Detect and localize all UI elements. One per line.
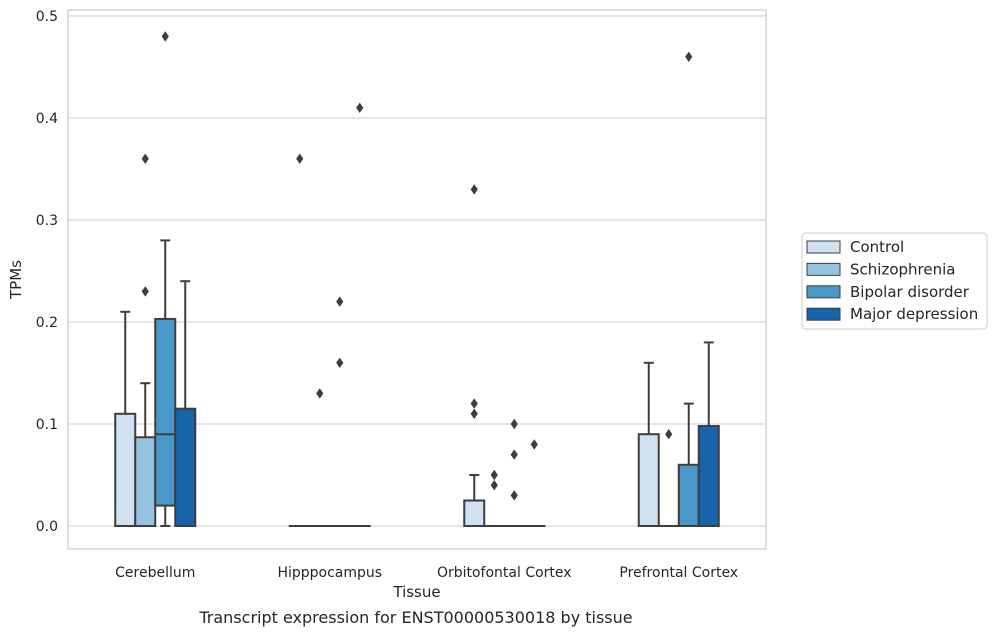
box-control xyxy=(637,361,660,528)
box-bipolar-disorder xyxy=(677,51,700,527)
legend-label: Schizophrenia xyxy=(850,260,955,278)
box-bipolar-disorder xyxy=(328,296,351,528)
box-major-depression xyxy=(348,102,371,528)
legend-label: Major depression xyxy=(850,305,978,323)
legend-label: Control xyxy=(850,238,904,256)
box xyxy=(697,425,720,528)
box xyxy=(463,499,486,527)
x-tick-label: Cerebellum xyxy=(115,565,195,581)
legend-frame xyxy=(801,232,988,330)
box-schizophrenia xyxy=(483,469,506,528)
outlier-point xyxy=(336,296,344,307)
outlier-point xyxy=(470,398,478,409)
box xyxy=(637,433,660,528)
y-tick-label: 0.5 xyxy=(36,9,58,25)
outlier-point xyxy=(685,51,693,62)
box-major-depression xyxy=(697,341,720,528)
outlier-point xyxy=(510,490,518,501)
outlier-point xyxy=(336,357,344,368)
outlier-point xyxy=(470,408,478,419)
outlier-point xyxy=(490,480,498,491)
outlier-point xyxy=(141,286,149,297)
x-axis-label: Tissue xyxy=(392,583,440,601)
box-series xyxy=(114,31,720,528)
box-control xyxy=(463,184,486,527)
legend-swatch xyxy=(806,240,841,254)
box xyxy=(174,407,197,528)
box-control xyxy=(288,153,311,528)
box xyxy=(134,436,157,528)
legend-label: Bipolar disorder xyxy=(850,283,970,301)
chart-caption: Transcript expression for ENST0000053001… xyxy=(198,608,632,627)
outlier-point xyxy=(161,31,169,42)
box-major-depression xyxy=(174,280,197,528)
x-tick-labels: Cerebellum Hipppocampus Orbitofontal Corte… xyxy=(115,565,738,581)
box-control xyxy=(114,310,137,527)
outlier-point xyxy=(490,469,498,481)
outlier-point xyxy=(141,153,149,164)
y-axis-label: TPMs xyxy=(7,260,25,300)
legend: Control Schizophrenia Bipolar disorder Majo… xyxy=(801,232,988,330)
box xyxy=(154,317,177,507)
box xyxy=(114,412,137,527)
y-tick-label: 0.4 xyxy=(36,111,58,127)
box-schizophrenia xyxy=(134,153,157,528)
outlier-point xyxy=(296,153,304,164)
outlier-point xyxy=(316,388,324,399)
outlier-point xyxy=(470,184,478,195)
box-bipolar-disorder xyxy=(154,31,177,527)
legend-swatch xyxy=(806,285,841,299)
outlier-point xyxy=(665,429,673,440)
outlier-point xyxy=(356,102,364,113)
x-tick-label: Prefrontal Cortex xyxy=(619,565,738,581)
box-major-depression xyxy=(523,439,546,528)
y-tick-label: 0.2 xyxy=(36,315,58,331)
box xyxy=(677,463,700,527)
legend-swatch xyxy=(806,262,841,276)
outlier-point xyxy=(530,439,538,450)
box-schizophrenia xyxy=(657,429,680,528)
x-tick-label: Orbitofontal Cortex xyxy=(437,565,572,581)
x-tick-label: Hipppocampus xyxy=(277,565,382,581)
plot-frame xyxy=(67,9,767,550)
y-tick-labels: 0.0 0.1 0.2 0.3 0.4 0.5 xyxy=(36,9,58,535)
legend-swatch xyxy=(806,307,841,321)
y-tick-label: 0.3 xyxy=(36,213,58,229)
outlier-point xyxy=(510,449,518,460)
outlier-point xyxy=(510,418,518,430)
box-schizophrenia xyxy=(308,388,331,528)
y-tick-label: 0.1 xyxy=(36,417,58,433)
y-tick-label: 0.0 xyxy=(36,519,58,535)
box-bipolar-disorder xyxy=(503,418,526,528)
